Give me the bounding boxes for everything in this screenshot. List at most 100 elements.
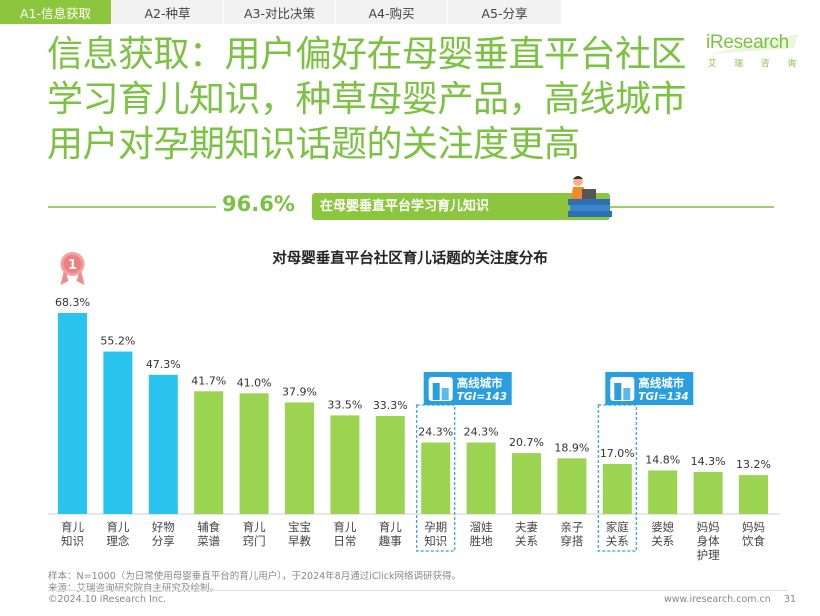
bar-15 [739,475,768,514]
category-label-3: 辅食 [197,520,220,534]
category-label-11: 亲子 [560,520,583,534]
category-label-15: 饮食 [742,534,765,548]
page-number: 31 [784,594,797,605]
bar-6 [330,415,360,514]
rank-badge-text: 1 [68,258,77,273]
divider-left [48,206,216,208]
callout-dashed-frame-1 [597,404,637,552]
headline-line-3: 用户对孕期知识话题的关注度更高 [47,124,580,165]
category-label-2: 分享 [152,534,175,548]
headline-line-1: 信息获取：用户偏好在母婴垂直平台社区 [47,34,687,75]
iresearch-logo: iResearch 艾 瑞 咨 询 [706,32,802,72]
building-icon-bg-0 [428,377,453,401]
highlight-percentage: 96.6% [222,192,295,216]
callout-dashed-frame-0 [416,404,456,552]
bar-value-label-15: 13.2% [736,458,771,471]
bar-value-label-1: 55.2% [100,335,135,348]
bar-9 [466,442,496,514]
category-label-3: 菜谱 [197,534,220,548]
bar-3 [194,391,224,514]
website-url: www.iresearch.com.cn [664,594,771,605]
highlight-label: 在母婴垂直平台学习育儿知识 [312,193,610,220]
tab-a5-share[interactable]: A5-分享 [448,0,562,24]
logo-char: 询 [787,59,796,69]
bar-value-label-5: 37.9% [282,385,317,398]
callout-tgi-0: TGI=143 [457,391,507,403]
category-label-12: 关系 [606,534,629,548]
category-label-12: 家庭 [606,520,629,534]
building-icon-1 [614,383,622,400]
reading-person-icon [568,176,612,217]
tab-a2-seeding[interactable]: A2-种草 [112,0,224,24]
category-label-4: 窍门 [243,534,266,548]
divider-right [610,206,774,208]
bar-8 [421,442,451,514]
category-label-14: 护理 [697,548,720,562]
bar-value-label-4: 41.0% [237,376,272,389]
logo-subtitle: 艾 瑞 咨 询 [708,57,796,69]
logo-char: 瑞 [734,59,743,69]
category-label-7: 育儿 [379,520,402,534]
category-label-6: 育儿 [333,520,356,534]
category-label-0: 育儿 [61,520,84,534]
category-label-9: 溜娃 [470,520,493,534]
headline-line-2: 学习育儿知识，种草母婴产品，高线城市 [47,79,687,120]
footer-divider [48,590,788,591]
section-tabs: A1-信息获取 A2-种草 A3-对比决策 A4-购买 A5-分享 [0,0,562,24]
callout-title-0: 高线城市 [457,376,503,390]
category-label-13: 关系 [651,534,674,548]
category-label-4: 育儿 [243,520,266,534]
bar-value-label-9: 24.3% [464,425,499,438]
category-label-14: 身体 [697,534,720,548]
category-label-11: 穿搭 [560,534,583,548]
bar-2 [148,374,178,514]
bar-1 [103,351,133,514]
bar-12 [602,463,632,514]
building-icon-small-1 [623,388,631,400]
bar-0 [58,313,87,514]
logo-wordmark: iResearch [706,32,789,53]
bar-value-label-10: 20.7% [509,436,544,449]
sample-note: 样本：N=1000（为日常使用母婴垂直平台的育儿用户），于2024年8月通过iC… [48,571,461,582]
bar-11 [557,458,587,514]
bar-value-label-13: 14.8% [645,453,680,466]
callout-tgi-1: TGI=134 [638,391,688,403]
category-label-14: 妈妈 [697,520,720,534]
bar-value-label-11: 18.9% [554,441,589,454]
category-label-7: 趣事 [379,534,402,548]
bar-value-label-7: 33.3% [373,399,408,412]
bar-4 [239,393,269,514]
category-label-10: 夫妻 [515,520,538,534]
logo-char: 咨 [760,59,770,69]
bar-14 [693,471,723,514]
category-label-1: 理念 [106,534,129,548]
rank-badge-inner [63,255,82,273]
category-label-2: 好物 [152,520,175,534]
bar-value-label-0: 68.3% [55,296,90,309]
callout-title-1: 高线城市 [638,376,684,390]
category-label-1: 育儿 [106,520,129,534]
rank-ribbon-left [60,268,69,285]
category-label-8: 孕期 [424,520,447,534]
bar-value-label-2: 47.3% [146,358,181,371]
tab-a3-compare[interactable]: A3-对比决策 [224,0,336,24]
chart-title: 对母婴垂直平台社区育儿话题的关注度分布 [272,251,548,267]
bar-value-label-6: 33.5% [327,398,362,411]
tab-a1-info[interactable]: A1-信息获取 [0,0,112,24]
category-label-5: 宝宝 [288,520,311,534]
category-label-5: 早教 [288,534,311,548]
copyright-text: ©2024.10 iResearch Inc. [48,594,167,605]
category-label-13: 婆媳 [651,520,674,534]
bar-value-label-12: 17.0% [600,447,635,460]
tab-a4-purchase[interactable]: A4-购买 [336,0,448,24]
bar-10 [512,453,541,514]
category-label-0: 知识 [61,534,84,548]
source-note: 来源：艾瑞咨询研究院自主研究及绘制。 [48,583,220,594]
bar-13 [648,470,678,514]
page-headline: 信息获取：用户偏好在母婴垂直平台社区 学习育儿知识，种草母婴产品，高线城市 用户… [47,32,727,167]
bar-5 [285,402,314,514]
bar-7 [375,416,405,514]
building-icon-0 [432,383,440,400]
bar-value-label-14: 14.3% [691,455,726,468]
